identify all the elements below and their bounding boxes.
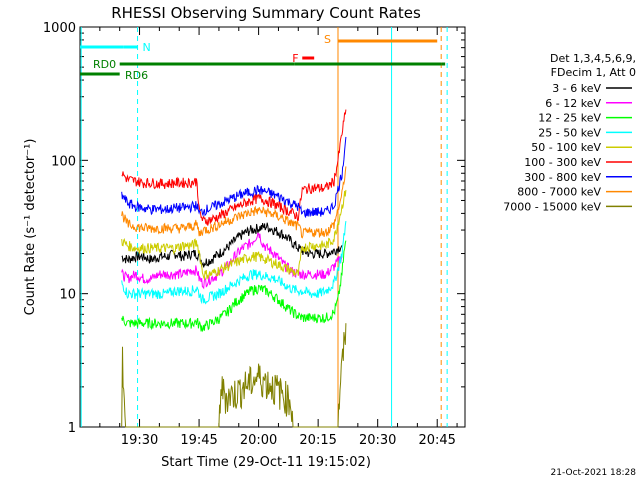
legend-label: 12 - 25 keV — [538, 112, 601, 125]
legend-label: 800 - 7000 keV — [517, 186, 601, 199]
y-axis-label: Count Rate (s⁻¹ detector⁻¹) — [23, 139, 38, 316]
legend-label: 6 - 12 keV — [545, 97, 601, 110]
legend-label: 7000 - 15000 keV — [503, 200, 601, 213]
axis-ticks — [80, 27, 465, 428]
y-tick-label: 10 — [59, 288, 76, 303]
plot-frame — [79, 26, 466, 428]
series-line — [121, 189, 347, 281]
x-tick-label: 20:15 — [299, 433, 336, 448]
series-line — [121, 240, 347, 333]
series-line — [121, 221, 347, 305]
x-tick-label: 19:30 — [121, 433, 158, 448]
legend: Det 1,3,4,5,6,9,FDecim 1, Att 0 3 - 6 keV… — [503, 52, 636, 213]
state-label: S — [324, 33, 331, 46]
series-line — [121, 323, 347, 428]
y-tick-label: 100 — [51, 154, 76, 169]
legend-label: 50 - 100 keV — [531, 141, 601, 154]
legend-label: 3 - 6 keV — [552, 82, 601, 95]
x-tick-label: 19:45 — [180, 433, 217, 448]
y-tick-label: 1 — [68, 421, 76, 436]
series-lines — [121, 109, 347, 428]
footer-timestamp: 21-Oct-2021 18:28 — [551, 468, 637, 478]
state-label: F — [292, 52, 298, 65]
series-line — [121, 222, 343, 268]
state-label: RD0 — [93, 58, 116, 71]
chart-title: RHESSI Observing Summary Count Rates — [111, 4, 421, 22]
legend-label: 100 - 300 keV — [524, 156, 601, 169]
legend-label: 25 - 50 keV — [538, 126, 601, 139]
series-line — [121, 109, 347, 226]
x-tick-label: 20:00 — [240, 433, 277, 448]
series-line — [121, 166, 347, 239]
y-tick-labels: 1 10 100 1000 — [43, 21, 76, 436]
x-tick-label: 20:45 — [418, 433, 455, 448]
y-tick-label: 1000 — [43, 21, 76, 36]
legend-header: FDecim 1, Att 0 — [551, 66, 636, 79]
state-label: N — [143, 41, 151, 54]
series-line — [121, 136, 347, 218]
legend-label: 300 - 800 keV — [524, 171, 601, 184]
state-markers: N S F RD0 RD6 — [80, 27, 448, 427]
x-tick-labels: 19:30 19:45 20:00 20:15 20:30 20:45 — [121, 433, 456, 448]
x-tick-label: 20:30 — [359, 433, 396, 448]
x-axis-label: Start Time (29-Oct-11 19:15:02) — [161, 455, 371, 470]
state-label: RD6 — [125, 69, 148, 82]
legend-header: Det 1,3,4,5,6,9, — [550, 52, 636, 65]
